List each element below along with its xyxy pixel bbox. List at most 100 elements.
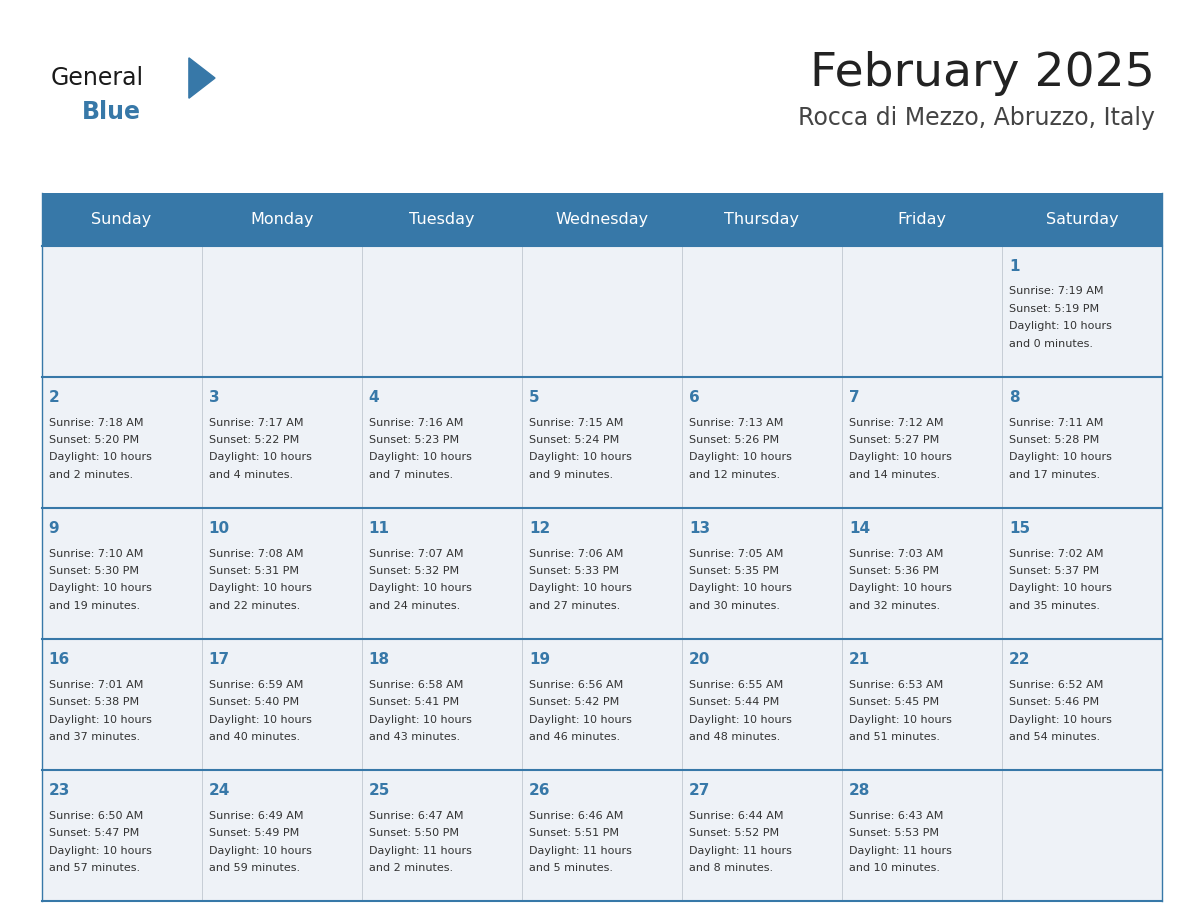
Bar	[361, 639, 522, 770]
Bar	[682, 246, 842, 377]
Bar	[42, 377, 202, 509]
Bar	[842, 193, 1001, 246]
Text: 24: 24	[209, 783, 230, 799]
Text: Sunrise: 7:19 AM: Sunrise: 7:19 AM	[1009, 286, 1104, 297]
Text: February 2025: February 2025	[810, 50, 1155, 96]
Text: Daylight: 11 hours: Daylight: 11 hours	[368, 845, 472, 856]
Text: Sunset: 5:41 PM: Sunset: 5:41 PM	[368, 697, 459, 707]
Text: and 0 minutes.: and 0 minutes.	[1009, 339, 1093, 349]
Text: Daylight: 10 hours: Daylight: 10 hours	[689, 714, 791, 724]
Bar	[522, 193, 682, 246]
Text: and 46 minutes.: and 46 minutes.	[529, 732, 620, 742]
Text: Sunrise: 7:07 AM: Sunrise: 7:07 AM	[368, 549, 463, 558]
Text: 12: 12	[529, 521, 550, 536]
Text: 2: 2	[49, 390, 59, 405]
Text: and 24 minutes.: and 24 minutes.	[368, 601, 460, 610]
Text: 11: 11	[368, 521, 390, 536]
Text: and 57 minutes.: and 57 minutes.	[49, 863, 140, 873]
Text: Sunrise: 7:11 AM: Sunrise: 7:11 AM	[1009, 418, 1104, 428]
Text: 8: 8	[1009, 390, 1019, 405]
Text: Rocca di Mezzo, Abruzzo, Italy: Rocca di Mezzo, Abruzzo, Italy	[797, 106, 1155, 129]
Text: Sunrise: 6:56 AM: Sunrise: 6:56 AM	[529, 679, 623, 689]
Bar	[361, 770, 522, 901]
Text: Daylight: 10 hours: Daylight: 10 hours	[49, 584, 152, 593]
Text: 14: 14	[849, 521, 870, 536]
Text: 19: 19	[529, 652, 550, 667]
Text: and 9 minutes.: and 9 minutes.	[529, 470, 613, 480]
Text: and 2 minutes.: and 2 minutes.	[49, 470, 133, 480]
Text: Daylight: 10 hours: Daylight: 10 hours	[529, 714, 632, 724]
Text: 1: 1	[1009, 259, 1019, 274]
Text: 28: 28	[849, 783, 871, 799]
Bar	[202, 193, 361, 246]
Bar	[522, 639, 682, 770]
Text: General: General	[51, 66, 144, 90]
Text: Sunset: 5:19 PM: Sunset: 5:19 PM	[1009, 304, 1099, 314]
Text: Daylight: 10 hours: Daylight: 10 hours	[849, 714, 952, 724]
Bar	[202, 639, 361, 770]
Text: and 7 minutes.: and 7 minutes.	[368, 470, 453, 480]
Text: Sunset: 5:46 PM: Sunset: 5:46 PM	[1009, 697, 1099, 707]
Bar	[842, 246, 1001, 377]
Text: Monday: Monday	[249, 212, 314, 227]
Text: 10: 10	[209, 521, 229, 536]
Bar	[1001, 246, 1162, 377]
Text: and 35 minutes.: and 35 minutes.	[1009, 601, 1100, 610]
Text: Daylight: 10 hours: Daylight: 10 hours	[49, 845, 152, 856]
Text: Sunrise: 7:06 AM: Sunrise: 7:06 AM	[529, 549, 624, 558]
Text: Sunrise: 7:18 AM: Sunrise: 7:18 AM	[49, 418, 144, 428]
Text: Daylight: 11 hours: Daylight: 11 hours	[689, 845, 791, 856]
Text: 18: 18	[368, 652, 390, 667]
Text: and 5 minutes.: and 5 minutes.	[529, 863, 613, 873]
Text: 5: 5	[529, 390, 539, 405]
Text: Daylight: 10 hours: Daylight: 10 hours	[209, 714, 311, 724]
Text: Daylight: 10 hours: Daylight: 10 hours	[49, 453, 152, 463]
Text: and 22 minutes.: and 22 minutes.	[209, 601, 301, 610]
Text: Friday: Friday	[897, 212, 947, 227]
Text: 16: 16	[49, 652, 70, 667]
Text: Daylight: 10 hours: Daylight: 10 hours	[689, 584, 791, 593]
Text: Wednesday: Wednesday	[555, 212, 649, 227]
Bar	[361, 246, 522, 377]
Bar	[842, 639, 1001, 770]
Text: Sunset: 5:38 PM: Sunset: 5:38 PM	[49, 697, 139, 707]
Text: Sunset: 5:35 PM: Sunset: 5:35 PM	[689, 566, 779, 576]
Bar	[522, 246, 682, 377]
Text: Sunset: 5:24 PM: Sunset: 5:24 PM	[529, 435, 619, 445]
Text: Sunrise: 6:59 AM: Sunrise: 6:59 AM	[209, 679, 303, 689]
Text: Sunrise: 6:46 AM: Sunrise: 6:46 AM	[529, 811, 624, 821]
Text: Sunset: 5:53 PM: Sunset: 5:53 PM	[849, 828, 939, 838]
Bar	[842, 509, 1001, 639]
Text: 25: 25	[368, 783, 390, 799]
Text: Sunrise: 7:13 AM: Sunrise: 7:13 AM	[689, 418, 783, 428]
Text: Daylight: 10 hours: Daylight: 10 hours	[368, 453, 472, 463]
Bar	[202, 246, 361, 377]
Text: Sunrise: 7:10 AM: Sunrise: 7:10 AM	[49, 549, 143, 558]
Bar	[361, 193, 522, 246]
Text: Sunset: 5:23 PM: Sunset: 5:23 PM	[368, 435, 459, 445]
Text: and 17 minutes.: and 17 minutes.	[1009, 470, 1100, 480]
Bar	[361, 509, 522, 639]
Text: Sunset: 5:51 PM: Sunset: 5:51 PM	[529, 828, 619, 838]
Text: Sunday: Sunday	[91, 212, 152, 227]
Text: Sunrise: 7:08 AM: Sunrise: 7:08 AM	[209, 549, 303, 558]
Text: Daylight: 10 hours: Daylight: 10 hours	[529, 453, 632, 463]
Text: Sunset: 5:33 PM: Sunset: 5:33 PM	[529, 566, 619, 576]
Text: 17: 17	[209, 652, 229, 667]
Text: and 40 minutes.: and 40 minutes.	[209, 732, 299, 742]
Text: Sunset: 5:36 PM: Sunset: 5:36 PM	[849, 566, 939, 576]
Text: and 43 minutes.: and 43 minutes.	[368, 732, 460, 742]
Text: and 37 minutes.: and 37 minutes.	[49, 732, 140, 742]
Text: and 27 minutes.: and 27 minutes.	[529, 601, 620, 610]
Text: Daylight: 10 hours: Daylight: 10 hours	[1009, 714, 1112, 724]
Bar	[42, 246, 202, 377]
Bar	[202, 770, 361, 901]
Text: Daylight: 10 hours: Daylight: 10 hours	[1009, 584, 1112, 593]
Text: and 12 minutes.: and 12 minutes.	[689, 470, 781, 480]
Text: 13: 13	[689, 521, 710, 536]
Text: and 32 minutes.: and 32 minutes.	[849, 601, 940, 610]
Bar	[42, 193, 202, 246]
Bar	[1001, 639, 1162, 770]
Text: Sunset: 5:31 PM: Sunset: 5:31 PM	[209, 566, 298, 576]
Text: Blue: Blue	[82, 100, 141, 124]
